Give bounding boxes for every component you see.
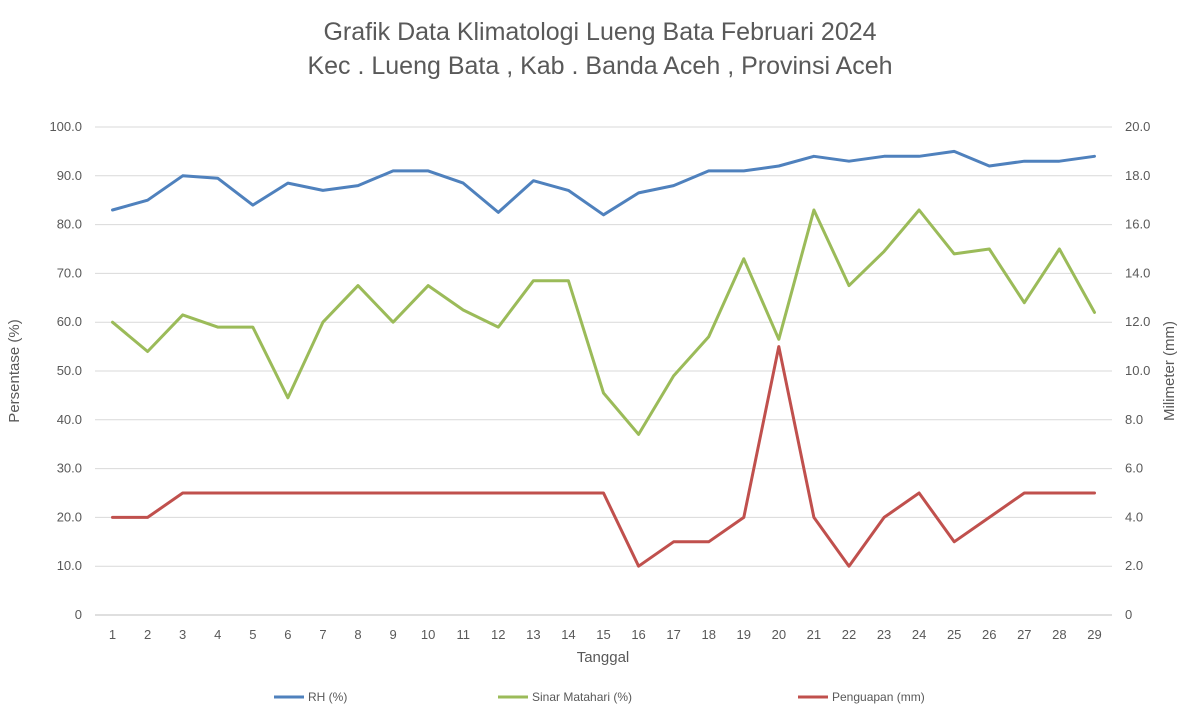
series-line-3 (111, 345, 1096, 568)
legend: RH (%) Sinar Matahari (%) Penguapan (mm) (274, 690, 925, 704)
x-tick-label: 20 (772, 627, 786, 642)
y2-tick-label: 8.0 (1125, 412, 1143, 427)
y2-tick-label: 18.0 (1125, 168, 1150, 183)
x-tick-label: 29 (1087, 627, 1101, 642)
y2-axis-title: Milimeter (mm) (1161, 321, 1178, 421)
x-tick-label: 17 (666, 627, 680, 642)
y2-tick-label: 16.0 (1125, 217, 1150, 232)
y2-tick-label: 6.0 (1125, 461, 1143, 476)
y2-tick-label: 2.0 (1125, 558, 1143, 573)
y2-tick-label: 10.0 (1125, 363, 1150, 378)
chart-title: Grafik Data Klimatologi Lueng Bata Febru… (323, 18, 876, 46)
x-tick-label: 7 (319, 627, 326, 642)
x-tick-label: 14 (561, 627, 575, 642)
x-tick-label: 26 (982, 627, 996, 642)
x-tick-label: 22 (842, 627, 856, 642)
y2-axis-ticks: 0 2.0 4.0 6.0 8.0 10.0 12.0 14.0 16.0 18.0 20.0 (1125, 119, 1150, 622)
series-line-2 (111, 208, 1096, 436)
y-axis-ticks: 0 10.0 20.0 30.0 40.0 50.0 60.0 70.0 80.0 90.0 100… (49, 119, 82, 622)
x-tick-label: 2 (144, 627, 151, 642)
legend-label: Penguapan (mm) (832, 690, 925, 704)
y-tick-label: 70.0 (57, 265, 82, 280)
grid-layer (95, 126, 1112, 616)
x-tick-label: 11 (456, 627, 470, 642)
x-tick-label: 27 (1017, 627, 1031, 642)
y-tick-label: 90.0 (57, 168, 82, 183)
x-tick-label: 5 (249, 627, 256, 642)
legend-label: RH (%) (308, 690, 347, 704)
y-tick-label: 100.0 (49, 119, 82, 134)
x-tick-label: 8 (354, 627, 361, 642)
y2-tick-label: 14.0 (1125, 265, 1150, 280)
y2-tick-label: 20.0 (1125, 119, 1150, 134)
x-tick-label: 18 (701, 627, 715, 642)
x-tick-label: 25 (947, 627, 961, 642)
x-tick-label: 12 (491, 627, 505, 642)
x-tick-label: 3 (179, 627, 186, 642)
y-tick-label: 80.0 (57, 217, 82, 232)
series-line-1 (111, 149, 1096, 217)
x-tick-label: 9 (389, 627, 396, 642)
series-layer (111, 149, 1096, 568)
x-tick-label: 19 (737, 627, 751, 642)
x-axis-title: Tanggal (577, 649, 630, 666)
y-tick-label: 50.0 (57, 363, 82, 378)
y2-tick-label: 4.0 (1125, 509, 1143, 524)
x-tick-label: 28 (1052, 627, 1066, 642)
x-tick-label: 10 (421, 627, 435, 642)
y-tick-label: 40.0 (57, 412, 82, 427)
x-tick-label: 4 (214, 627, 221, 642)
y2-tick-label: 12.0 (1125, 314, 1150, 329)
legend-label: Sinar Matahari (%) (532, 690, 632, 704)
x-tick-label: 23 (877, 627, 891, 642)
x-axis-ticks: 1 2 3 4 5 6 7 8 9 10 11 12 13 14 15 16 17 18 19 20 21 22 23 24 2… (109, 627, 1102, 642)
y-tick-label: 30.0 (57, 461, 82, 476)
x-tick-label: 24 (912, 627, 926, 642)
x-tick-label: 21 (807, 627, 821, 642)
x-tick-label: 15 (596, 627, 610, 642)
x-tick-label: 6 (284, 627, 291, 642)
x-tick-label: 13 (526, 627, 540, 642)
chart-subtitle: Kec . Lueng Bata , Kab . Banda Aceh , Pr… (307, 52, 892, 80)
x-tick-label: 16 (631, 627, 645, 642)
y-tick-label: 10.0 (57, 558, 82, 573)
y-tick-label: 20.0 (57, 509, 82, 524)
y2-tick-label: 0 (1125, 607, 1132, 622)
y-tick-label: 60.0 (57, 314, 82, 329)
y-tick-label: 0 (75, 607, 82, 622)
y-axis-title: Persentase (%) (6, 319, 23, 422)
x-tick-label: 1 (109, 627, 116, 642)
